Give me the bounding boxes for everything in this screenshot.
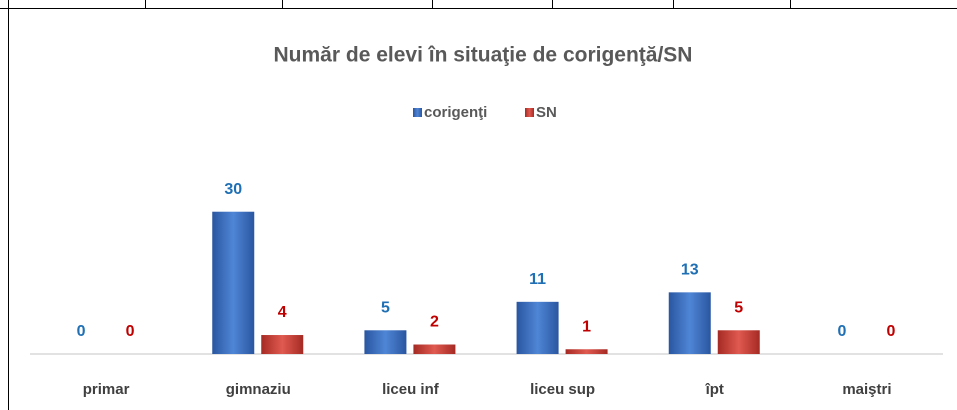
x-tick-label: liceu sup — [530, 381, 595, 398]
chart-title: Număr de elevi în situaţie de corigenţă/… — [274, 44, 693, 67]
value-label: 30 — [224, 181, 242, 198]
x-tick-label: gimnaziu — [226, 381, 291, 398]
bar — [717, 330, 760, 354]
bar — [413, 344, 456, 354]
legend-label: SN — [536, 104, 557, 121]
x-tick-label: maiştri — [842, 381, 891, 398]
value-label: 11 — [529, 271, 546, 288]
x-tick-label: primar — [83, 381, 130, 398]
value-label: 0 — [886, 323, 895, 340]
x-tick-label: liceu inf — [382, 381, 440, 398]
bar — [364, 330, 407, 354]
legend-label: corigenţi — [424, 104, 487, 121]
value-label: 2 — [430, 314, 439, 331]
legend-swatch — [525, 108, 534, 117]
value-label: 5 — [734, 300, 743, 317]
value-label: 13 — [681, 262, 699, 279]
value-label: 4 — [278, 304, 287, 321]
bar — [565, 349, 608, 354]
value-label: 5 — [381, 300, 390, 317]
value-label: 0 — [126, 323, 135, 340]
value-label: 1 — [582, 318, 591, 335]
bar — [516, 301, 559, 354]
bar — [212, 211, 255, 354]
x-tick-label: îpt — [705, 381, 724, 398]
bar — [668, 292, 711, 354]
value-label: 0 — [837, 323, 846, 340]
value-label: 0 — [77, 323, 86, 340]
legend-swatch — [413, 108, 422, 117]
bar — [261, 335, 304, 354]
